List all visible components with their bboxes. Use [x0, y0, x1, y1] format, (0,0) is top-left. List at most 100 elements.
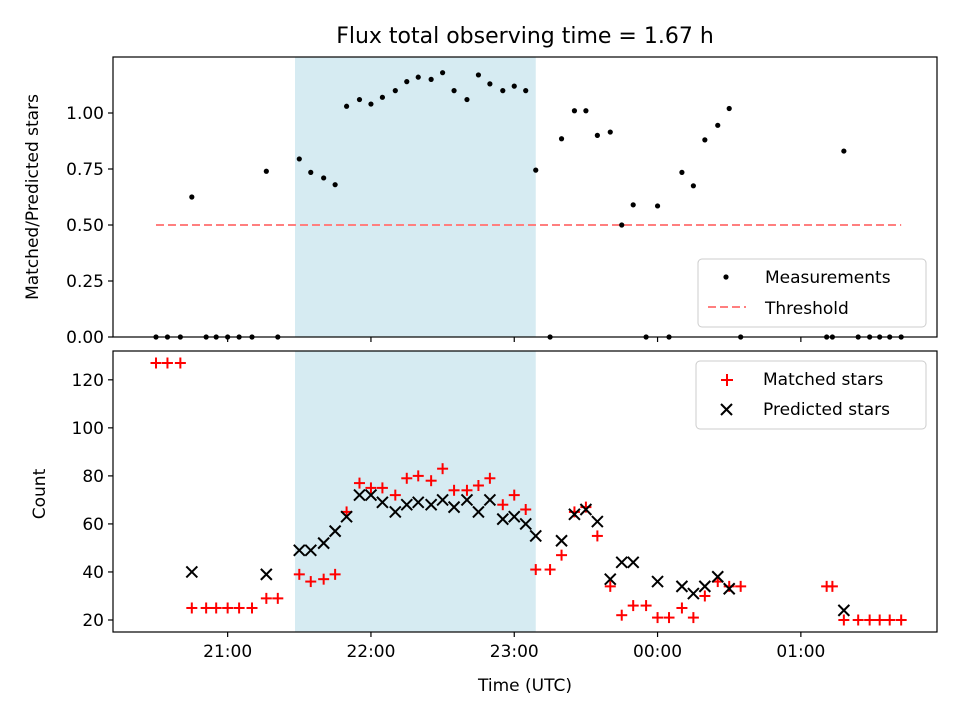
predicted-stars-point — [304, 544, 317, 557]
matched-stars-point — [448, 484, 460, 496]
measurements-point — [500, 88, 506, 94]
bot-y-tick-label: 80 — [82, 467, 104, 487]
measurements-point — [654, 203, 661, 209]
x-tick-label: 22:00 — [346, 642, 395, 662]
measurements-point — [619, 222, 625, 228]
measurements-point — [404, 79, 410, 85]
matched-stars-point — [852, 614, 864, 626]
matched-stars-point — [293, 568, 305, 580]
predicted-stars-point — [604, 572, 617, 586]
measurements-point — [594, 132, 600, 138]
predicted-stars-point — [376, 496, 389, 509]
matched-stars-point — [200, 602, 212, 614]
bot-shaded-span — [294, 351, 536, 632]
matched-stars-point — [640, 600, 652, 612]
top-y-tick-label: 0.75 — [66, 160, 104, 180]
matched-stars-point — [735, 580, 747, 592]
matched-stars-point — [556, 549, 568, 561]
bottom-axes-frame — [112, 350, 938, 633]
predicted-stars-point — [447, 500, 461, 514]
x-tick-label: 01:00 — [776, 642, 825, 662]
predicted-stars-point — [353, 488, 366, 502]
measurements-point — [841, 148, 847, 154]
matched-stars-point — [884, 614, 896, 626]
predicted-stars-point — [424, 498, 438, 511]
matched-stars-point — [864, 614, 876, 626]
predicted-stars-point — [317, 536, 330, 550]
matched-stars-point — [437, 463, 449, 475]
predicted-stars-point — [364, 488, 378, 502]
predicted-stars-point — [626, 556, 640, 569]
top-panel: 0.00 0.25 0.50 0.75 1.00 Matched/Predicted s… — [23, 56, 938, 348]
predicted-stars-point — [460, 493, 474, 507]
matched-stars-point — [305, 576, 317, 588]
matched-stars-point — [412, 470, 424, 482]
predicted-stars-point — [555, 534, 568, 547]
matched-stars-point — [174, 357, 186, 369]
predicted-stars-point — [400, 498, 413, 511]
predicted-stars-point — [615, 556, 628, 569]
matched-stars-point — [401, 472, 413, 484]
matched-stars-point — [676, 602, 688, 614]
predicted-stars-point — [568, 508, 581, 521]
measurements-point — [533, 167, 539, 173]
matched-stars-point — [520, 504, 532, 516]
measurements-point — [583, 108, 589, 114]
predicted-stars-point — [389, 505, 402, 519]
top-y-tick-label: 0.00 — [66, 328, 104, 348]
predicted-stars-point — [328, 524, 342, 538]
matched-stars-point — [616, 609, 628, 621]
predicted-stars-point — [185, 565, 199, 579]
predicted-stars-point — [529, 529, 542, 543]
matched-stars-point — [161, 357, 173, 369]
measurements-point — [368, 101, 374, 107]
predicted-stars-point — [591, 515, 604, 528]
matched-stars-point — [318, 573, 330, 585]
x-tick-label: 00:00 — [633, 642, 682, 662]
measurements-point — [343, 103, 350, 109]
predicted-stars-point — [837, 604, 851, 617]
matched-stars-point — [699, 590, 711, 602]
measurements-point — [475, 72, 482, 78]
x-tick-label: 21:00 — [203, 642, 252, 662]
matched-stars-point — [472, 479, 484, 491]
predicted-stars-point — [412, 496, 425, 509]
matched-stars-point — [627, 600, 639, 612]
predicted-stars-point — [723, 582, 736, 595]
measurements-point — [415, 74, 421, 80]
measurements-point — [715, 122, 721, 128]
bot-y-tick-label: 40 — [82, 563, 104, 583]
matched-stars-point — [497, 499, 509, 511]
matched-stars-point — [260, 592, 272, 604]
matched-stars-point — [246, 602, 258, 614]
matched-stars-point — [663, 612, 675, 624]
matched-stars-point — [425, 475, 437, 487]
chart-title: Flux total observing time = 1.67 h — [336, 24, 714, 49]
measurements-point — [726, 105, 732, 112]
legend-threshold-label: Threshold — [764, 299, 849, 319]
measurements-point — [607, 129, 613, 135]
matched-stars-point — [389, 489, 401, 501]
x-axis-label: Time (UTC) — [477, 676, 572, 696]
bottom-y-axis-label: Count — [30, 468, 50, 519]
matched-stars-point — [150, 357, 162, 369]
measurements-point — [702, 137, 708, 143]
legend-matched-marker — [721, 374, 733, 386]
matched-stars-point — [461, 484, 473, 496]
predicted-stars-point — [687, 587, 700, 600]
matched-stars-point — [365, 482, 377, 494]
bot-y-tick-label: 120 — [72, 371, 104, 391]
matched-stars-point — [186, 602, 198, 614]
matched-stars-point — [530, 564, 542, 576]
matched-stars-point — [210, 602, 222, 614]
predicted-stars-point — [260, 568, 273, 581]
measurements-point — [464, 96, 470, 103]
measurements-point — [630, 202, 636, 208]
predicted-stars-point — [711, 570, 724, 583]
measurements-point — [679, 169, 685, 175]
x-tick-label: 23:00 — [490, 642, 539, 662]
predicted-stars-point — [483, 493, 497, 507]
matched-stars-point — [838, 614, 850, 626]
